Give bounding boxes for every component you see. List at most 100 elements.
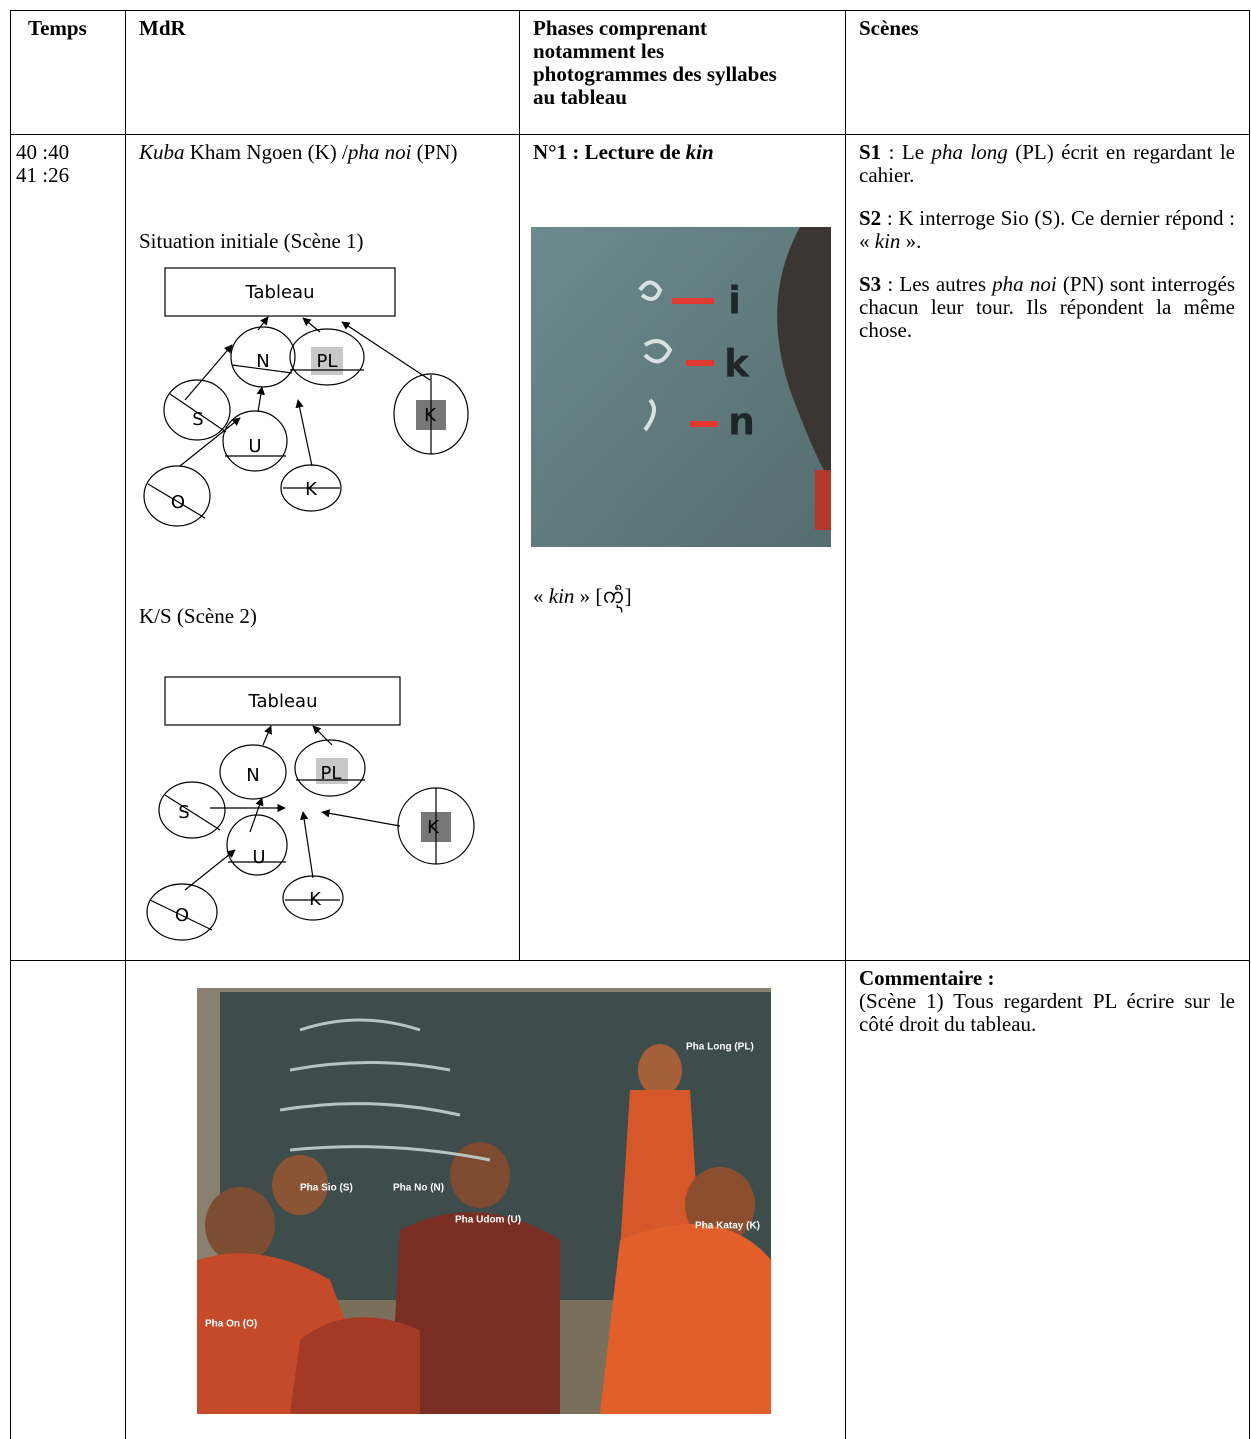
stroke	[231, 364, 293, 374]
person-label: O	[175, 905, 189, 926]
diagram-scene-1: Tableau N PL S U K K O	[143, 267, 469, 527]
text: (PN)	[416, 140, 458, 164]
frame-letter: i	[728, 279, 741, 323]
circle	[143, 465, 211, 527]
frame-letter: n	[728, 400, 755, 444]
person-label: U	[248, 436, 261, 457]
photo-monk	[450, 1142, 510, 1208]
red-line	[686, 360, 714, 366]
phase-caption: « kin » [ᨠᩥ᩠ᨶ]	[533, 585, 632, 608]
time-cell: 40 :40 41 :26	[16, 141, 69, 187]
classroom-photo: Pha Long (PL) Pha Sio (S) Pha No (N) Pha…	[197, 988, 771, 1414]
person-label: K	[427, 817, 440, 838]
arrow	[312, 725, 333, 746]
photo-label: Pha Sio (S)	[300, 1183, 353, 1194]
text-italic: kin	[548, 584, 575, 608]
table-border	[10, 10, 1250, 11]
photo-monk	[620, 1090, 700, 1250]
red-line	[690, 421, 718, 427]
text-italic: pha noi	[347, 140, 412, 164]
board-label: Tableau	[245, 282, 315, 303]
text: : Les autres	[887, 272, 986, 296]
photo-monk	[290, 1317, 420, 1414]
text: ».	[905, 229, 922, 253]
arrow	[262, 725, 272, 746]
person-label: O	[171, 492, 185, 513]
stroke	[164, 794, 221, 831]
board-box	[164, 676, 401, 726]
board-label: Tableau	[248, 691, 318, 712]
text-italic: kin	[874, 229, 901, 253]
photo-head	[777, 227, 831, 480]
table-border	[1249, 10, 1250, 1439]
stroke	[147, 483, 206, 519]
person-label: U	[252, 847, 265, 868]
scene-label: S1	[859, 140, 882, 164]
photo-monk	[685, 1167, 755, 1243]
column-border	[519, 10, 520, 960]
text: : Le	[888, 140, 925, 164]
scene-entry: S2 : K interroge Sio (S). Ce dernier rép…	[859, 207, 1235, 253]
circle	[163, 379, 231, 441]
arrow	[299, 811, 314, 879]
person-label: N	[256, 351, 269, 372]
arrow	[257, 316, 269, 331]
comment: (Scène 1) Tous regardent PL écrire sur l…	[859, 989, 1235, 1036]
person-label: N	[246, 765, 259, 786]
circle	[146, 883, 218, 941]
photo-label: Pha Udom (U)	[455, 1215, 521, 1226]
person-label: S	[178, 802, 189, 823]
arrow	[295, 399, 313, 467]
arrow	[302, 317, 321, 333]
column-border	[10, 10, 11, 1439]
column-border	[845, 10, 846, 1439]
header-cell: Scènes	[859, 16, 919, 40]
mdr-heading: Kuba Kham Ngoen (K) /pha noi (PN)	[139, 141, 511, 164]
arrow	[256, 386, 265, 413]
text-italic: kin	[685, 140, 714, 164]
diagram-scene-2: Tableau N PL S U K K O	[146, 676, 475, 941]
circle	[158, 781, 226, 839]
person-label: S	[192, 409, 203, 430]
chalk	[279, 1018, 491, 1162]
arrow	[184, 344, 233, 401]
text: » [ᨠᩥ᩠ᨶ]	[579, 584, 632, 608]
stroke	[169, 393, 227, 433]
text-italic: pha long	[931, 140, 1008, 164]
frame-photo: i k n	[531, 227, 831, 547]
circle	[219, 744, 287, 800]
board-box	[164, 267, 396, 317]
person-label: K	[305, 479, 318, 500]
scene-label: S2	[859, 206, 882, 230]
scene-label: S3	[859, 272, 882, 296]
arrow	[321, 809, 401, 827]
scene-caption: Situation initiale (Scène 1)	[139, 229, 364, 253]
scene-entry: S1 : Le pha long (PL) écrit en regardant…	[859, 141, 1235, 187]
person-label: PL	[317, 351, 338, 372]
photo-label: Pha No (N)	[393, 1183, 444, 1194]
chalk	[638, 280, 673, 432]
photo-label: Pha On (O)	[205, 1319, 257, 1330]
red-line	[672, 298, 714, 304]
arrow	[249, 797, 264, 833]
arrow	[341, 321, 431, 381]
photo-monk	[272, 1155, 328, 1215]
person-label: K	[424, 405, 437, 426]
comment-title: Commentaire :	[859, 966, 995, 990]
photo-label: Pha Katay (K)	[695, 1221, 760, 1232]
frame-letter: k	[724, 342, 750, 386]
photo-monk	[600, 1224, 771, 1414]
text: Kham Ngoen (K) /	[189, 140, 348, 164]
text-italic: Kuba	[139, 140, 185, 164]
arrow	[179, 417, 241, 467]
row-border	[10, 134, 1250, 135]
photo-monk	[390, 1212, 560, 1414]
scenes-cell: S1 : Le pha long (PL) écrit en regardant…	[859, 141, 1235, 362]
text: N°1 : Lecture de	[533, 140, 681, 164]
arrow	[184, 849, 236, 891]
scene-entry: S3 : Les autres pha noi (PN) sont interr…	[859, 273, 1235, 342]
photo-monk	[638, 1044, 682, 1096]
circle	[294, 739, 366, 797]
